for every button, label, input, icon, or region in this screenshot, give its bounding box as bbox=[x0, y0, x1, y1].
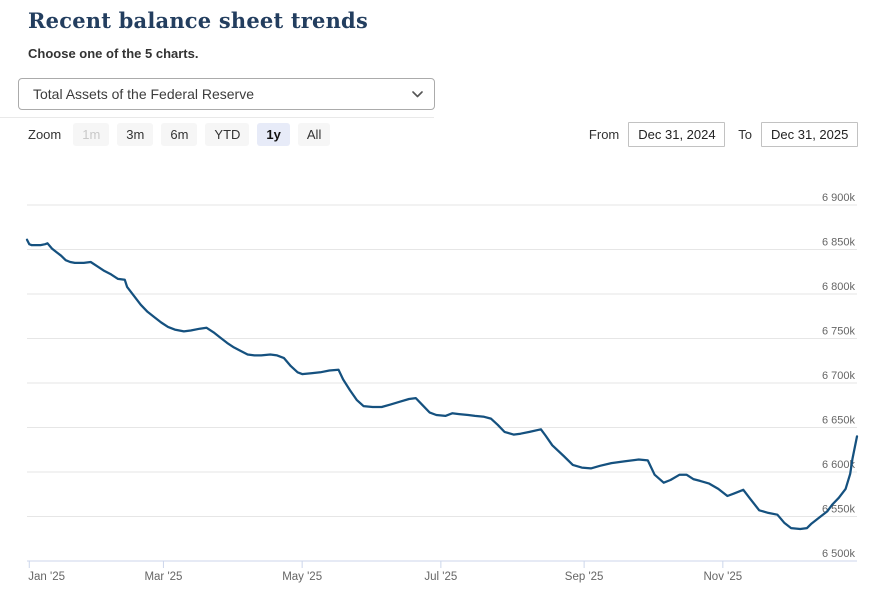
chart-toolbar: Zoom 1m 3m 6m YTD 1y All From To bbox=[28, 121, 858, 147]
chart-select-wrap: Total Assets of the Federal Reserve bbox=[18, 78, 435, 110]
y-axis-label: 6 650k bbox=[822, 415, 856, 427]
to-label: To bbox=[738, 126, 752, 142]
chart-area: 6 500k 6 550k 6 600k 6 650k 6 700k 6 750k 6 80… bbox=[0, 158, 889, 598]
to-date-input[interactable] bbox=[761, 121, 858, 147]
zoom-button-6m[interactable]: 6m bbox=[161, 122, 198, 146]
page-title: Recent balance sheet trends bbox=[28, 8, 368, 33]
x-axis-label: Nov '25 bbox=[704, 571, 743, 583]
y-axis-label: 6 900k bbox=[822, 192, 856, 204]
y-axis-label: 6 700k bbox=[822, 370, 856, 382]
zoom-label: Zoom bbox=[28, 126, 62, 142]
zoom-button-1m: 1m bbox=[73, 122, 110, 146]
x-axis-label: Jul '25 bbox=[424, 571, 457, 583]
x-axis-label: May '25 bbox=[282, 571, 322, 583]
x-axis-label: Mar '25 bbox=[144, 571, 182, 583]
date-range-group: From To bbox=[588, 121, 858, 147]
y-axis-label: 6 850k bbox=[822, 237, 856, 249]
zoom-button-ytd[interactable]: YTD bbox=[205, 122, 250, 146]
from-date-input[interactable] bbox=[628, 121, 726, 147]
chart-select[interactable]: Total Assets of the Federal Reserve bbox=[18, 78, 435, 110]
chart-chooser-label: Choose one of the 5 charts. bbox=[28, 46, 199, 61]
section-divider bbox=[0, 117, 434, 118]
from-label: From bbox=[588, 126, 620, 142]
balance-sheet-chart[interactable]: 6 500k 6 550k 6 600k 6 650k 6 700k 6 750k 6 80… bbox=[0, 158, 889, 598]
x-axis-label: Sep '25 bbox=[565, 571, 604, 583]
y-axis-label: 6 550k bbox=[822, 504, 856, 516]
x-axis-label: Jan '25 bbox=[28, 571, 65, 583]
y-axis-label: 6 600k bbox=[822, 459, 856, 471]
y-axis-label: 6 800k bbox=[822, 281, 856, 293]
y-axis-label: 6 750k bbox=[822, 326, 856, 338]
zoom-button-1y[interactable]: 1y bbox=[257, 122, 290, 146]
zoom-button-3m[interactable]: 3m bbox=[117, 122, 154, 146]
zoom-button-all[interactable]: All bbox=[297, 122, 331, 146]
total-assets-series-line bbox=[25, 238, 859, 531]
y-axis-label: 6 500k bbox=[822, 548, 856, 560]
